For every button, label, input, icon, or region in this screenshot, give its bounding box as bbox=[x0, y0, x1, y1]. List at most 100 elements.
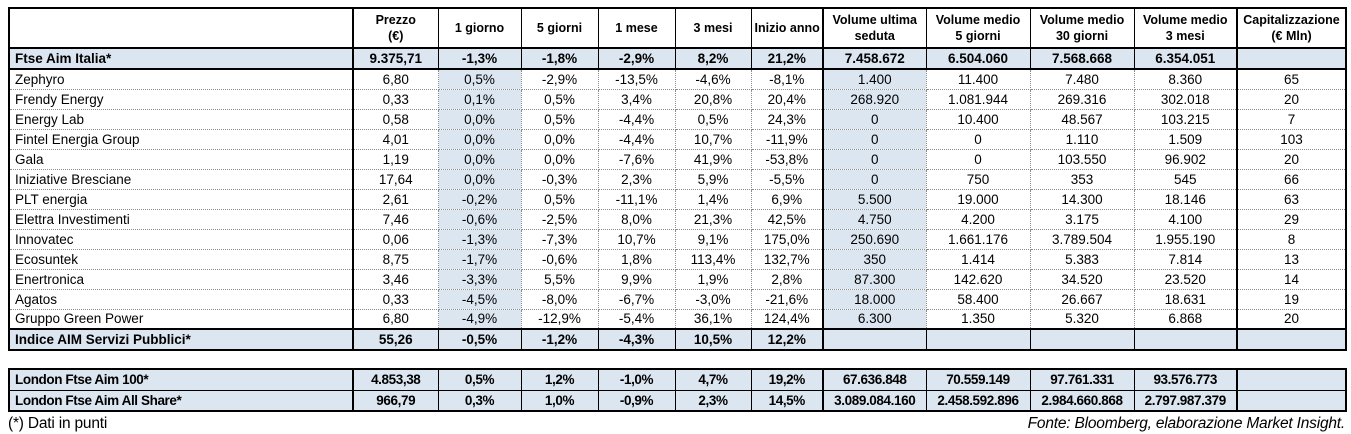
london-table: London Ftse Aim 100* 4.853,38 0,5% 1,2% -1,0… bbox=[8, 368, 1347, 412]
cell-volume-medio-5-giorni: 0 bbox=[926, 129, 1031, 150]
cell-1-giorno: -1,3% bbox=[437, 47, 522, 70]
cell-volume-ultima-seduta: 0 bbox=[823, 149, 927, 170]
cell-volume-medio-30-giorni: 353 bbox=[1030, 169, 1135, 190]
cell-volume-ultima-seduta: 3.089.084.160 bbox=[822, 389, 927, 412]
table-row: Innovatec 0,06 -1,3% -7,3% 10,7% 9,1% 175,0% 25… bbox=[9, 229, 1347, 250]
col-header-3-mesi: 3 mesi bbox=[674, 7, 752, 49]
table-row: Agatos 0,33 -4,5% -8,0% -6,7% -3,0% -21,6% 18.0… bbox=[9, 289, 1347, 310]
table-row: Elettra Investimenti 7,46 -0,6% -2,5% 8,0% 21… bbox=[9, 209, 1347, 230]
table-body: Ftse Aim Italia* 9.375,71 -1,3% -1,8% -2,9% 8… bbox=[8, 47, 1347, 351]
table-row: Ftse Aim Italia* 9.375,71 -1,3% -1,8% -2,9% 8… bbox=[8, 47, 1347, 70]
cell-capitalizzazione: 103 bbox=[1237, 129, 1347, 150]
cell-1-mese: -1,0% bbox=[597, 368, 676, 391]
cell-1-giorno: 0,0% bbox=[438, 169, 522, 190]
cell-volume-ultima-seduta: 350 bbox=[823, 249, 927, 270]
cell-1-giorno: 0,5% bbox=[437, 368, 522, 391]
cell-5-giorni: 0,5% bbox=[521, 89, 599, 110]
cell-volume-medio-5-giorni: 6.504.060 bbox=[925, 47, 1031, 70]
cell-volume-medio-30-giorni: 26.667 bbox=[1030, 289, 1135, 310]
cell-volume-medio-3-mesi: 1.509 bbox=[1134, 129, 1238, 150]
cell-volume-medio-3-mesi: 18.146 bbox=[1134, 189, 1238, 210]
cell-volume-ultima-seduta: 0 bbox=[823, 109, 927, 130]
cell-3-mesi: 4,7% bbox=[674, 368, 752, 391]
cell-3-mesi: 113,4% bbox=[675, 249, 752, 270]
cell-volume-medio-3-mesi: 93.576.773 bbox=[1133, 368, 1238, 391]
cell-1-giorno: -3,3% bbox=[438, 269, 522, 290]
cell-volume-medio-3-mesi: 4.100 bbox=[1134, 209, 1238, 230]
cell-5-giorni: 0,5% bbox=[521, 189, 599, 210]
cell-1-giorno: -0,5% bbox=[437, 328, 522, 351]
cell-inizio-anno: 132,7% bbox=[751, 249, 824, 270]
header-row: Prezzo (€) 1 giorno 5 giorni 1 mese 3 mesi Ini… bbox=[8, 7, 1347, 49]
cell-5-giorni: 1,2% bbox=[520, 368, 599, 391]
cell-volume-medio-30-giorni: 97.761.331 bbox=[1029, 368, 1135, 391]
cell-volume-medio-3-mesi: 6.868 bbox=[1134, 309, 1238, 330]
col-header-1-mese: 1 mese bbox=[597, 7, 676, 49]
cell-capitalizzazione: 13 bbox=[1237, 249, 1347, 270]
col-header-5-giorni: 5 giorni bbox=[520, 7, 599, 49]
cell-1-mese: -4,4% bbox=[598, 129, 676, 150]
row-label: Fintel Energia Group bbox=[9, 129, 354, 150]
cell-3-mesi: 1,9% bbox=[675, 269, 752, 290]
cell-inizio-anno: 124,4% bbox=[751, 309, 824, 330]
cell-inizio-anno: -8,1% bbox=[751, 69, 824, 90]
cell-1-giorno: -4,9% bbox=[438, 309, 522, 330]
cell-capitalizzazione: 63 bbox=[1237, 189, 1347, 210]
table-header: Prezzo (€) 1 giorno 5 giorni 1 mese 3 mesi Ini… bbox=[8, 7, 1347, 49]
cell-prezzo: 0,58 bbox=[353, 109, 439, 130]
cell-5-giorni: -0,6% bbox=[521, 249, 599, 270]
cell-capitalizzazione bbox=[1236, 47, 1347, 70]
table-row: Iniziative Bresciane 17,64 0,0% -0,3% 2,3% 5,… bbox=[9, 169, 1347, 190]
cell-1-mese: -4,3% bbox=[597, 328, 676, 351]
cell-1-mese: 2,3% bbox=[598, 169, 676, 190]
cell-volume-medio-30-giorni: 269.316 bbox=[1030, 89, 1135, 110]
cell-volume-medio-5-giorni: 58.400 bbox=[926, 289, 1031, 310]
cell-3-mesi: 20,8% bbox=[675, 89, 752, 110]
cell-inizio-anno: 12,2% bbox=[750, 328, 824, 351]
cell-volume-medio-30-giorni: 3.789.504 bbox=[1030, 229, 1135, 250]
cell-1-mese: -6,7% bbox=[598, 289, 676, 310]
london-table-body: London Ftse Aim 100* 4.853,38 0,5% 1,2% -1,0… bbox=[8, 368, 1347, 412]
cell-1-giorno: -0,2% bbox=[438, 189, 522, 210]
row-label: Enertronica bbox=[9, 269, 354, 290]
row-label: Ftse Aim Italia* bbox=[8, 47, 354, 70]
row-label: Iniziative Bresciane bbox=[9, 169, 354, 190]
cell-1-giorno: 0,0% bbox=[438, 109, 522, 130]
row-label: Gala bbox=[9, 149, 354, 170]
cell-volume-medio-30-giorni: 48.567 bbox=[1030, 109, 1135, 130]
cell-volume-medio-5-giorni: 1.661.176 bbox=[926, 229, 1031, 250]
cell-1-giorno: -0,6% bbox=[438, 209, 522, 230]
cell-volume-medio-3-mesi: 545 bbox=[1134, 169, 1238, 190]
cell-3-mesi: 8,2% bbox=[674, 47, 752, 70]
cell-prezzo: 2,61 bbox=[353, 189, 439, 210]
table-row: Gala 1,19 0,0% 0,0% -7,6% 41,9% -53,8% 0 0 103.55… bbox=[9, 149, 1347, 170]
cell-1-giorno: -4,5% bbox=[438, 289, 522, 310]
footer: (*) Dati in punti Fonte: Bloomberg, elab… bbox=[8, 415, 1345, 433]
cell-inizio-anno: 175,0% bbox=[751, 229, 824, 250]
cell-capitalizzazione: 65 bbox=[1237, 69, 1347, 90]
row-label: PLT energia bbox=[9, 189, 354, 210]
cell-5-giorni: 0,0% bbox=[521, 149, 599, 170]
cell-5-giorni: 1,0% bbox=[520, 389, 599, 412]
cell-volume-medio-3-mesi: 8.360 bbox=[1134, 69, 1238, 90]
cell-inizio-anno: 6,9% bbox=[751, 189, 824, 210]
col-header-volume-medio-30-giorni: Volume medio 30 giorni bbox=[1029, 7, 1135, 49]
cell-capitalizzazione: 19 bbox=[1237, 289, 1347, 310]
cell-1-mese: -13,5% bbox=[598, 69, 676, 90]
cell-capitalizzazione bbox=[1236, 368, 1347, 391]
cell-1-mese: 8,0% bbox=[598, 209, 676, 230]
cell-1-giorno: 0,0% bbox=[438, 129, 522, 150]
table-row: London Ftse Aim 100* 4.853,38 0,5% 1,2% -1,0… bbox=[8, 368, 1347, 391]
cell-3-mesi: -4,6% bbox=[675, 69, 752, 90]
cell-prezzo: 3,46 bbox=[353, 269, 439, 290]
cell-volume-medio-5-giorni: 4.200 bbox=[926, 209, 1031, 230]
cell-prezzo: 9.375,71 bbox=[352, 47, 439, 70]
cell-inizio-anno: 24,3% bbox=[751, 109, 824, 130]
cell-volume-medio-30-giorni: 7.568.668 bbox=[1029, 47, 1135, 70]
cell-inizio-anno: 42,5% bbox=[751, 209, 824, 230]
row-label: Indice AIM Servizi Pubblici* bbox=[8, 328, 354, 351]
cell-volume-medio-5-giorni: 750 bbox=[926, 169, 1031, 190]
cell-inizio-anno: -21,6% bbox=[751, 289, 824, 310]
cell-capitalizzazione: 20 bbox=[1237, 309, 1347, 330]
